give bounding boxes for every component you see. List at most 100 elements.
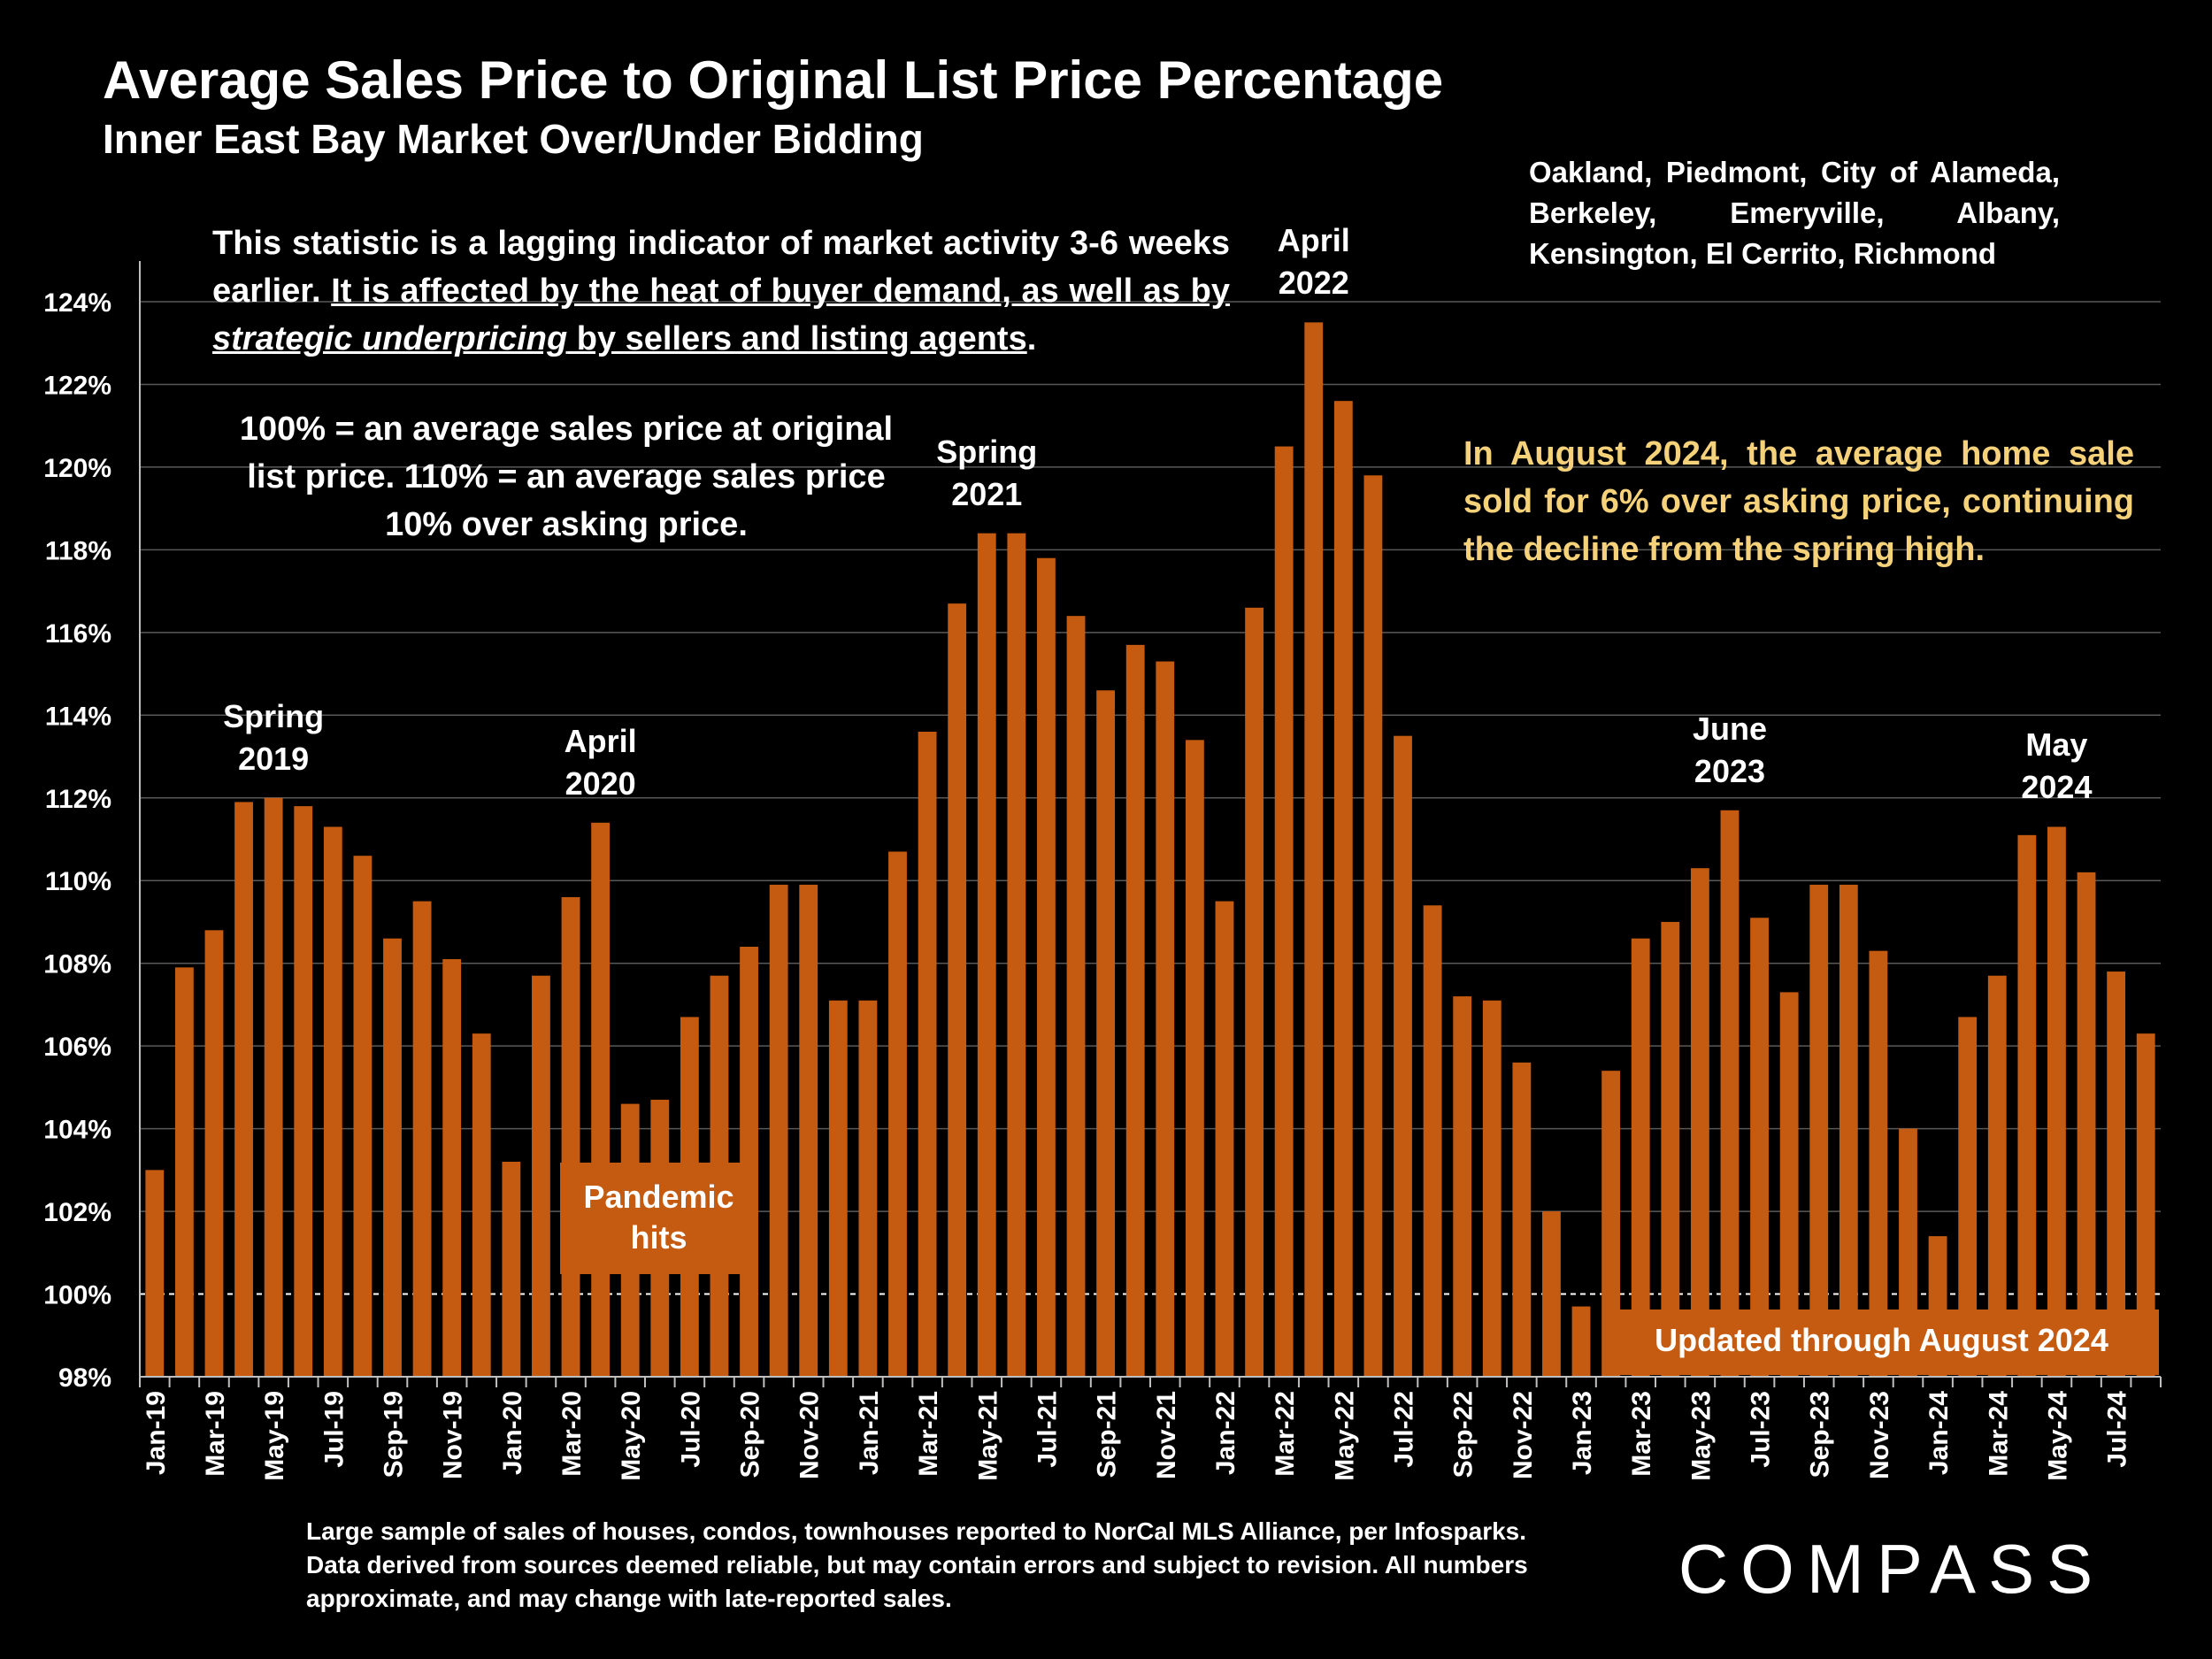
annotation-line-1: April [1277,222,1350,259]
y-tick-label: 98% [58,1363,111,1393]
x-tick-label: Mar-19 [201,1391,230,1477]
pandemic-label: Pandemic hits [583,1179,734,1256]
lag-text-1: This statistic is a lagging indicator of… [212,225,1230,310]
annotation-line-2: 2021 [951,475,1023,512]
compass-logo: COMPASS [1678,1532,2093,1603]
bar-May-19 [264,797,283,1377]
x-tick-label: Mar-21 [914,1391,943,1477]
y-tick-label: 122% [43,371,111,400]
annotation-label: Spring 2019 [185,695,362,780]
bars [145,322,2155,1378]
x-tick-label: Jul-24 [2103,1391,2132,1468]
bar-Sep-20 [740,947,758,1377]
annotation-line-1: June [1692,710,1767,747]
lag-text-2: It is affected by the heat of buyer dema… [331,273,1230,310]
x-tick-labels: Jan-19 Mar-19 May-19 Jul-19 Sep-19 Nov-19 Jan-… [142,1391,2132,1481]
bar-May-21 [977,533,996,1377]
bar-Mar-22 [1274,446,1294,1378]
x-tick-label: Nov-20 [795,1391,825,1479]
bar-Apr-22 [1304,322,1324,1378]
bar-Feb-23 [1601,1071,1621,1377]
bar-Feb-21 [888,851,907,1377]
annotation-line-2: 2024 [2021,769,2093,806]
x-tick-label: Sep-19 [380,1391,409,1478]
y-tick-label: 110% [45,867,111,896]
y-tick-labels: 98% 100% 102% 104% 106% 108% 110% 112% 114% 116% 1… [43,288,111,1393]
annotation-line-1: May [2025,726,2088,764]
y-tick-label: 120% [43,454,111,483]
bar-Oct-23 [1839,884,1858,1377]
bar-May-24 [2047,826,2066,1377]
x-tick-label: May-24 [2043,1391,2072,1481]
axes [139,261,2162,1387]
bar-Oct-21 [1125,644,1145,1377]
annotation-label: Spring 2021 [898,431,1075,516]
y-tick-label: 100% [43,1281,111,1310]
x-tick-label: Nov-21 [1152,1391,1181,1479]
y-tick-label: 106% [43,1033,111,1062]
august-highlight-note: In August 2024, the average home sale so… [1463,435,2134,568]
bar-Jul-22 [1394,735,1412,1377]
bar-Oct-19 [412,901,432,1377]
bar-Jan-22 [1215,901,1234,1377]
x-tick-label: Mar-23 [1627,1391,1656,1477]
x-tick-label: May-22 [1330,1391,1359,1481]
y-tick-label: 124% [43,288,111,318]
x-tick-label: Sep-22 [1449,1391,1479,1478]
bar-Jul-23 [1750,918,1769,1377]
bar-Dec-19 [472,1033,491,1377]
bar-Dec-22 [1542,1211,1561,1377]
bar-Aug-24 [2136,1033,2155,1377]
lagging-indicator-note: This statistic is a lagging indicator of… [212,219,1230,363]
bar-Sep-22 [1453,996,1472,1377]
annotation-line-2: 2019 [238,740,310,777]
x-tick-label: Sep-21 [1093,1391,1122,1478]
bar-Aug-22 [1423,905,1442,1377]
x-tick-label: May-23 [1686,1391,1716,1481]
bar-Nov-22 [1512,1062,1532,1377]
updated-label-box [1604,1310,2159,1375]
bar-Apr-24 [2017,834,2037,1377]
x-tick-label: Nov-23 [1865,1391,1894,1479]
x-tick-label: Jan-20 [498,1391,527,1475]
x-tick-label: Sep-23 [1806,1391,1835,1478]
y-tick-label: 116% [45,619,111,649]
bar-Mar-23 [1631,938,1650,1377]
x-tick-label: Jan-24 [1924,1391,1954,1475]
bar-Aug-19 [353,856,373,1377]
bar-Jul-21 [1037,557,1056,1377]
bar-May-22 [1333,401,1353,1378]
bar-Jun-21 [1007,533,1026,1377]
bar-Feb-19 [174,967,194,1377]
x-tick-label: Sep-20 [736,1391,765,1478]
bar-Jul-24 [2107,972,2126,1377]
x-tick-label: Jan-19 [142,1391,171,1475]
region-line-2: Berkeley, Emeryville, Albany, [1529,196,2060,229]
updated-label: Updated through August 2024 [1655,1322,2108,1358]
lag-text-4: by sellers and listing agents [567,320,1027,357]
annotation-label: April 2022 [1225,219,1402,304]
annotation-line-1: April [564,722,637,759]
bar-Apr-21 [948,603,967,1377]
bar-Dec-20 [828,1000,848,1377]
x-tick-label: Mar-24 [1984,1391,2013,1477]
bar-Jan-19 [145,1170,165,1377]
bar-Nov-21 [1156,661,1175,1377]
bar-Aug-21 [1066,616,1086,1377]
x-tick-label: Jul-21 [1033,1391,1062,1468]
bar-Nov-20 [799,884,818,1377]
bar-Feb-24 [1958,1017,1978,1377]
bar-Jul-19 [323,826,342,1377]
chart-title: Average Sales Price to Original List Pri… [103,50,1444,110]
annotation-line-1: Spring [936,433,1038,470]
x-tick-label: Nov-22 [1509,1391,1538,1479]
bar-Nov-19 [442,959,462,1377]
bar-Oct-20 [769,884,788,1377]
x-tick-label: Jan-22 [1211,1391,1240,1475]
y-tick-label: 114% [45,702,111,731]
source-footnote: Large sample of sales of houses, condos,… [306,1517,1528,1612]
x-tick-label: Nov-19 [439,1391,468,1479]
bar-Apr-20 [591,822,611,1377]
bar-Sep-21 [1096,690,1116,1377]
